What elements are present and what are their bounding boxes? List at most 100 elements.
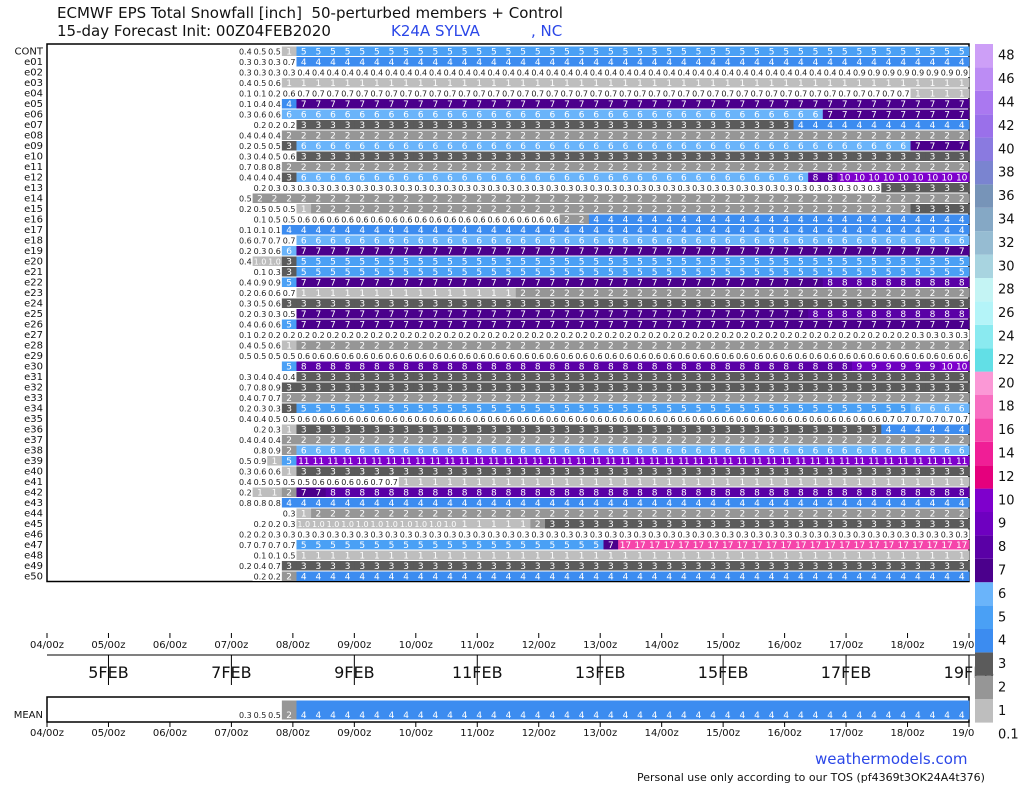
- member-row-e17-cell: [384, 225, 400, 235]
- member-row-e47-value: 5: [564, 541, 570, 551]
- member-row-e06-cell: [515, 109, 531, 119]
- member-row-e08-cell: [384, 130, 400, 140]
- member-row-e08-cell: [720, 130, 736, 140]
- member-row-e26-value: 7: [316, 320, 322, 330]
- member-row-e13-cell: [939, 183, 955, 193]
- member-row-e19-cell: [413, 246, 429, 256]
- member-row-e26-cell: [866, 319, 882, 329]
- member-row-e14-value: 2: [959, 194, 965, 204]
- member-row-e17-value: 4: [447, 226, 453, 236]
- member-row-e20-value: 5: [506, 257, 512, 267]
- member-row-e09-cell: [398, 141, 414, 151]
- member-row-e07-value: 4: [871, 121, 877, 131]
- member-row-e03-cell: [486, 78, 502, 88]
- member-row-e17-value: 4: [754, 226, 760, 236]
- member-row-e11-value: 2: [754, 163, 760, 173]
- member-row-e38-cell: [281, 445, 297, 455]
- member-row-e41-value: 1: [740, 478, 746, 488]
- member-row-e08-cell: [603, 130, 619, 140]
- member-row-e04-cell: [676, 88, 692, 98]
- member-row-e20-value: 5: [798, 257, 804, 267]
- member-row-e12-value: 6: [418, 173, 424, 183]
- member-row-e35-value: 0.6: [531, 415, 544, 424]
- member-row-e12-value: 6: [476, 173, 482, 183]
- member-row-e27-value: 0.2: [502, 331, 515, 340]
- member-row-e37-value: 2: [286, 436, 292, 446]
- member-row-e19-value: 7: [374, 247, 380, 257]
- member-row-e34-value: 5: [769, 404, 775, 414]
- member-row-e21-cell: [749, 267, 765, 277]
- member-row-e02-cell: [910, 67, 926, 77]
- member-row-e11-cell: [691, 162, 707, 172]
- member-row-e07-cell: [413, 120, 429, 130]
- member-row-e28-cell: [778, 340, 794, 350]
- member-row-e32-value: 3: [462, 383, 468, 393]
- member-row-e01-cell: [676, 57, 692, 67]
- member-row-e01-value: 4: [579, 58, 585, 68]
- member-row-e31-cell: [618, 372, 634, 382]
- member-row-e04-value: 0.7: [546, 89, 559, 98]
- member-row-e30-cell: [311, 361, 327, 371]
- member-row-e16-value: 0.6: [400, 215, 413, 224]
- member-row-e38-cell: [267, 445, 283, 455]
- member-row-e26-value: 7: [418, 320, 424, 330]
- member-row-e24-value: 3: [330, 299, 336, 309]
- member-row-e02-cell: [428, 67, 444, 77]
- member-row-e48-value: 1: [681, 551, 687, 561]
- member-row-e34-value: 5: [652, 404, 658, 414]
- member-row-e29-cell: [588, 351, 604, 361]
- member-row-e18-value: 6: [959, 236, 965, 246]
- member-row-e29-cell: [530, 351, 546, 361]
- member-row-e25-cell: [398, 309, 414, 319]
- member-row-e46-value: 0.3: [751, 530, 764, 539]
- member-row-e23-cell: [749, 288, 765, 298]
- member-row-e30-value: 8: [740, 362, 746, 372]
- member-row-e30-cell: [369, 361, 385, 371]
- member-row-e06-cell: [691, 109, 707, 119]
- member-row-e14-cell: [647, 193, 663, 203]
- member-row-e32-value: 0.7: [239, 383, 252, 392]
- member-row-e01-value: 4: [535, 58, 541, 68]
- member-row-e33-value: 2: [579, 394, 585, 404]
- member-row-e05-cell: [720, 99, 736, 109]
- member-row-e07-value: 3: [447, 121, 453, 131]
- member-row-e08-cell: [311, 130, 327, 140]
- member-row-e48-value: 1: [754, 551, 760, 561]
- member-row-e30-cell: [340, 361, 356, 371]
- member-row-e29-cell: [618, 351, 634, 361]
- member-row-e02-value: 0.4: [795, 68, 808, 77]
- member-row-e16-value: 0.6: [312, 215, 325, 224]
- member-row-e25-value: 8: [856, 310, 862, 320]
- member-row-e01-cell: [384, 57, 400, 67]
- member-row-e06-cell: [676, 109, 692, 119]
- member-row-e11-cell: [881, 162, 897, 172]
- member-row-e32-cell: [632, 382, 648, 392]
- member-row-e07-cell: [340, 120, 356, 130]
- member-row-e33-cell: [252, 393, 268, 403]
- member-row-e18-value: 6: [418, 236, 424, 246]
- member-row-e17-value: 4: [930, 226, 936, 236]
- member-row-e06-value: 6: [359, 110, 365, 120]
- member-row-e08-value: 2: [959, 131, 965, 141]
- member-row-e10-value: 3: [827, 152, 833, 162]
- member-row-e46-value: 0.3: [926, 530, 939, 539]
- member-row-e33-cell: [457, 393, 473, 403]
- member-row-e20-cell: [837, 256, 853, 266]
- member-row-e44-value: 2: [725, 509, 731, 519]
- member-row-CONT-value: 5: [710, 47, 716, 57]
- member-row-e07-value: 0.2: [254, 121, 267, 130]
- member-row-e08-value: 2: [549, 131, 555, 141]
- member-row-e32-value: 3: [316, 383, 322, 393]
- member-row-e26-cell: [910, 319, 926, 329]
- member-row-e10-cell: [925, 151, 941, 161]
- member-row-e18-value: 6: [637, 236, 643, 246]
- member-row-e06-cell: [925, 109, 941, 119]
- member-row-e26-cell: [428, 319, 444, 329]
- member-row-e44-label: e44: [24, 509, 43, 520]
- member-row-e28-value: 2: [608, 341, 614, 351]
- member-row-e29-cell: [238, 351, 254, 361]
- member-row-e03-cell: [384, 78, 400, 88]
- member-row-e30-value: 9: [900, 362, 906, 372]
- member-row-e31-value: 3: [915, 373, 921, 383]
- member-row-e42-label: e42: [24, 488, 43, 499]
